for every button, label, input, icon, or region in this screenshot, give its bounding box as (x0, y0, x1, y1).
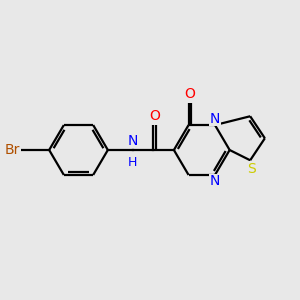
Text: Br: Br (4, 143, 20, 157)
Text: O: O (184, 87, 196, 101)
Text: N: N (210, 174, 220, 188)
Text: H: H (128, 156, 137, 169)
Text: S: S (247, 162, 256, 176)
Text: N: N (128, 134, 138, 148)
Text: N: N (210, 112, 220, 126)
Text: O: O (149, 109, 160, 123)
